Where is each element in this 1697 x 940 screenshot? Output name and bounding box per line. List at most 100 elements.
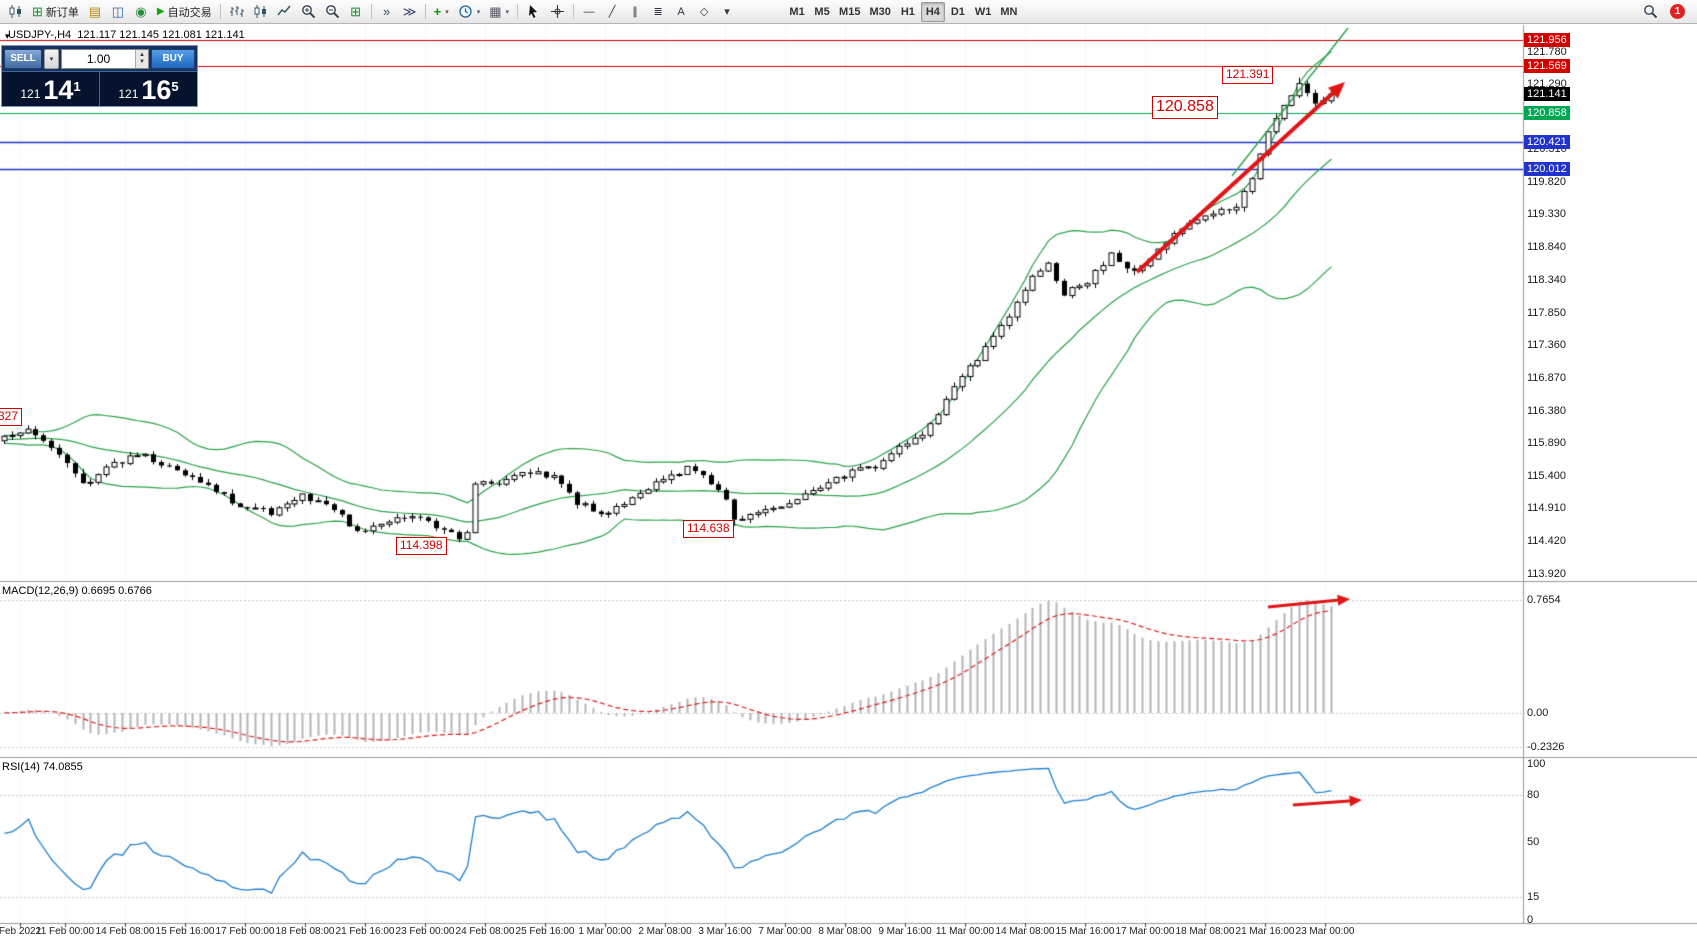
toolbar-separator: [517, 4, 519, 19]
cursor-icon: [529, 5, 538, 18]
sell-price-frac: 1: [73, 79, 81, 94]
timeframe-m30[interactable]: M30: [865, 2, 894, 22]
sell-price-base: 121: [20, 87, 41, 101]
macd-axis-label: 0.7654: [1527, 594, 1561, 606]
volume-down-icon[interactable]: ▼: [139, 58, 145, 65]
rsi-axis-label: 15: [1527, 890, 1540, 903]
play-icon: ▶: [156, 6, 165, 17]
timeframe-mn[interactable]: MN: [996, 2, 1021, 22]
auto-scroll-icon: »: [382, 4, 391, 19]
time-axis-label: 15 Feb 16:00: [155, 926, 215, 937]
macd-indicator-label: MACD(12,26,9) 0.6695 0.6766: [2, 585, 152, 597]
price-tick: 118.840: [1527, 241, 1566, 254]
arrows-tool[interactable]: ▾: [716, 2, 738, 22]
chart-annotation: 114.398: [396, 537, 447, 555]
sell-button[interactable]: SELL: [4, 48, 42, 69]
autotrade-button[interactable]: ▶ 自动交易: [153, 2, 216, 22]
chart-shift-icon: ≫: [402, 4, 417, 19]
timeframe-m1[interactable]: M1: [785, 2, 809, 22]
price-level-resistance-upper: 121.956: [1524, 33, 1570, 47]
zoom-out-button[interactable]: [321, 2, 344, 22]
tile-windows-button[interactable]: ⊞: [345, 2, 367, 22]
rsi-axis-label: 100: [1527, 758, 1546, 770]
crosshair-button[interactable]: [546, 2, 569, 22]
trendline-tool[interactable]: ╱: [601, 2, 623, 22]
sell-price-pips: 14: [43, 75, 74, 105]
price-tick: 116.380: [1527, 404, 1566, 417]
dropdown-group: + ▾ ▾ ▦ ▾: [430, 2, 513, 22]
line-chart-button[interactable]: [273, 2, 296, 22]
buy-price[interactable]: 121 16 5: [100, 72, 197, 106]
time-axis-label: 8 Mar 08:00: [818, 926, 872, 937]
search-icon: [1644, 5, 1658, 19]
search-button[interactable]: [1639, 2, 1662, 22]
volume-input[interactable]: [62, 49, 135, 68]
chart-shift-button[interactable]: ≫: [399, 2, 421, 22]
chart-annotation: 327: [0, 408, 23, 426]
trade-panel-prices: 121 14 1 121 16 5: [2, 71, 197, 106]
price-tick: 114.420: [1527, 534, 1566, 547]
new-chart-button[interactable]: [4, 2, 27, 22]
symbol-ohlc-info: USDJPY-,H4 121.117 121.145 121.081 121.1…: [8, 29, 245, 41]
price-level-green-level: 120.858: [1524, 105, 1570, 120]
periods-button[interactable]: ▾: [454, 2, 485, 22]
auto-scroll-button[interactable]: »: [376, 2, 398, 22]
shapes-tool[interactable]: ◇: [693, 2, 715, 22]
navigator-button[interactable]: ◉: [130, 2, 152, 22]
data-window-button[interactable]: ◫: [107, 2, 129, 22]
price-divider: [99, 72, 100, 106]
price-level-current-price: 121.141: [1524, 87, 1570, 102]
volume-up-icon[interactable]: ▲: [139, 51, 145, 58]
timeframe-w1[interactable]: W1: [971, 2, 996, 22]
pointer-group: [522, 2, 569, 22]
market-watch-icon: ▤: [88, 4, 102, 19]
timeframe-m5[interactable]: M5: [810, 2, 834, 22]
new-order-button[interactable]: ⊞ 新订单: [28, 2, 83, 22]
indicators-button[interactable]: + ▾: [430, 2, 453, 22]
buy-button[interactable]: BUY: [151, 48, 195, 69]
horizontal-line-tool[interactable]: —: [578, 2, 600, 22]
toolbar-right-group: 1: [1639, 2, 1685, 22]
zoom-in-button[interactable]: [297, 2, 320, 22]
timeframe-d1[interactable]: D1: [946, 2, 970, 22]
time-axis-label: 21 Feb 16:00: [335, 926, 395, 937]
price-tick: 118.340: [1527, 274, 1566, 287]
sell-price[interactable]: 121 14 1: [2, 72, 99, 106]
trade-panel-collapse-icon[interactable]: ▾: [5, 31, 10, 41]
timeframe-m15[interactable]: M15: [835, 2, 864, 22]
toolbar-separator: [424, 4, 426, 19]
data-window-icon: ◫: [111, 4, 125, 19]
time-axis-label: 3 Mar 16:00: [698, 926, 752, 937]
buy-price-pips: 16: [141, 75, 172, 105]
price-level-resistance: 121.569: [1524, 58, 1570, 73]
templates-button[interactable]: ▦ ▾: [485, 2, 513, 22]
time-axis-label: 1 Mar 00:00: [578, 926, 632, 937]
price-tick: 115.400: [1527, 469, 1566, 482]
bar-chart-icon: [229, 6, 244, 17]
bar-chart-button[interactable]: [225, 2, 248, 22]
chevron-down-icon: ▾: [445, 8, 449, 16]
time-axis-label: 23 Feb 00:00: [395, 926, 455, 937]
buy-price-frac: 5: [171, 79, 179, 94]
time-axis-label: 17 Mar 00:00: [1115, 926, 1175, 937]
new-order-icon: ⊞: [32, 4, 43, 19]
timeframe-h1[interactable]: H1: [896, 2, 920, 22]
navigator-icon: ◉: [135, 4, 147, 19]
notification-badge[interactable]: 1: [1670, 4, 1685, 19]
scroll-group: » ≫: [376, 2, 421, 22]
time-axis-label: 21 Mar 16:00: [1235, 926, 1295, 937]
cursor-button[interactable]: [522, 2, 545, 22]
fibonacci-tool[interactable]: ≣: [647, 2, 669, 22]
market-watch-button[interactable]: ▤: [84, 2, 106, 22]
timeframe-h4[interactable]: H4: [920, 1, 945, 22]
text-tool[interactable]: A: [670, 2, 692, 22]
volume-dropdown-button[interactable]: ▾: [44, 48, 59, 69]
trade-panel-controls: SELL ▾ ▲ ▼ BUY: [2, 46, 197, 71]
rsi-axis-label: 80: [1527, 789, 1540, 802]
toolbar-separator: [573, 4, 575, 19]
candlestick-chart-button[interactable]: [249, 2, 272, 22]
equidistant-channel-tool[interactable]: ∥: [624, 2, 646, 22]
